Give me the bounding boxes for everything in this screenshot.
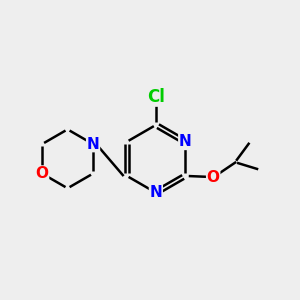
Text: N: N — [149, 185, 162, 200]
Text: Cl: Cl — [147, 88, 165, 106]
Text: O: O — [207, 170, 220, 185]
Text: O: O — [36, 166, 49, 181]
Text: N: N — [179, 134, 192, 149]
Text: N: N — [87, 136, 99, 152]
